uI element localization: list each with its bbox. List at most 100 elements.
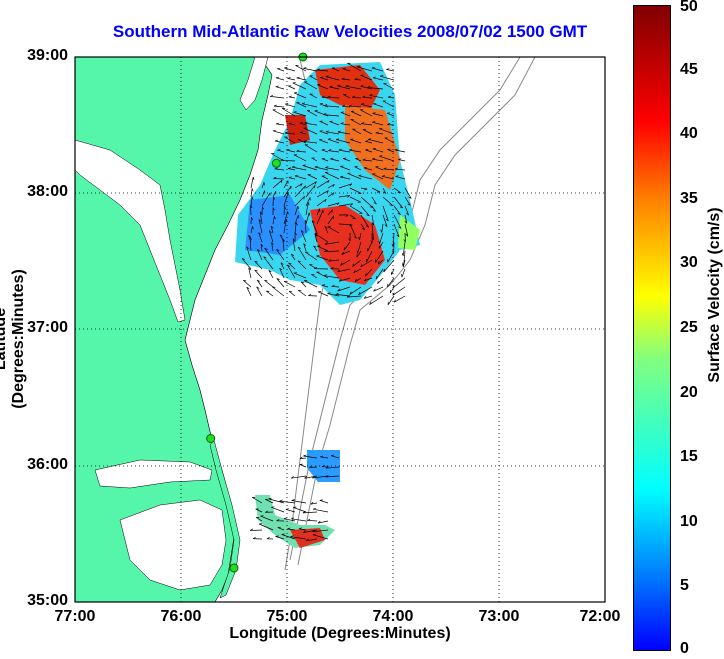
velocity-arrow-head — [345, 214, 349, 217]
velocity-arrow — [319, 139, 329, 144]
velocity-arrow — [327, 183, 335, 189]
velocity-arrow — [300, 281, 307, 288]
velocity-arrow-head — [316, 68, 320, 71]
velocity-arrow-head — [394, 167, 398, 170]
velocity-arrow-head — [248, 235, 251, 238]
radar-station-marker — [229, 563, 239, 573]
y-tick-label: 38:00 — [27, 183, 68, 200]
velocity-arrow — [325, 172, 340, 180]
colorbar-tick-label: 10 — [680, 512, 698, 530]
velocity-arrow — [286, 149, 296, 153]
velocity-arrow-head — [337, 288, 341, 292]
velocity-arrow-head — [399, 206, 403, 209]
velocity-arrow-head — [279, 267, 283, 271]
velocity-arrow — [363, 295, 373, 299]
velocity-arrow — [280, 262, 285, 270]
velocity-arrow — [377, 259, 384, 265]
velocity-arrow — [371, 187, 381, 193]
velocity-arrow — [272, 179, 283, 189]
velocity-arrow — [290, 253, 296, 261]
velocity-arrow — [282, 238, 285, 252]
velocity-arrow-head — [294, 232, 297, 236]
velocity-arrow — [362, 96, 373, 99]
velocity-arrow-head — [362, 158, 366, 161]
velocity-arrow-head — [280, 179, 283, 183]
velocity-arrow-head — [325, 166, 329, 168]
velocity-arrow-head — [256, 286, 260, 289]
velocity-arrow-head — [398, 226, 402, 229]
velocity-arrow-head — [384, 224, 388, 227]
velocity-arrow-head — [371, 66, 375, 69]
velocity-arrow-head — [345, 84, 349, 87]
velocity-arrow — [288, 85, 296, 90]
velocity-arrow-head — [325, 475, 329, 478]
velocity-arrow-head — [271, 506, 275, 508]
velocity-arrow — [321, 175, 329, 180]
velocity-arrow — [382, 196, 393, 206]
velocity-arrow — [271, 506, 285, 513]
velocity-arrow — [336, 139, 351, 144]
velocity-arrow-head — [314, 181, 317, 185]
velocity-arrow-head — [314, 185, 316, 189]
velocity-arrow — [305, 202, 309, 216]
velocity-arrow-head — [365, 140, 369, 142]
velocity-arrow — [304, 220, 307, 234]
velocity-arrow — [256, 249, 263, 261]
velocity-arrow — [349, 205, 363, 214]
velocity-arrow-head — [281, 533, 285, 535]
velocity-arrow-head — [364, 278, 367, 282]
velocity-arrow — [393, 205, 401, 215]
velocity-arrow-head — [302, 164, 306, 166]
velocity-arrow — [255, 517, 263, 522]
velocity-arrow — [261, 192, 271, 207]
velocity-arrow-head — [252, 226, 254, 230]
velocity-arrow — [327, 215, 334, 225]
velocity-arrow-head — [287, 77, 291, 79]
velocity-arrow — [393, 295, 406, 303]
velocity-arrow-head — [308, 212, 311, 216]
velocity-arrow — [274, 168, 285, 171]
velocity-arrow — [352, 128, 362, 135]
velocity-arrow — [243, 280, 252, 288]
velocity-arrow-head — [327, 180, 330, 184]
velocity-arrow-head — [276, 278, 280, 280]
velocity-arrow-head — [269, 230, 272, 233]
velocity-arrow — [316, 190, 329, 198]
velocity-arrow — [292, 238, 296, 252]
velocity-arrow — [404, 223, 409, 237]
velocity-arrow-head — [287, 211, 289, 215]
velocity-arrow-head — [332, 192, 335, 196]
velocity-arrow-head — [291, 499, 295, 501]
velocity-arrow-head — [304, 185, 306, 189]
velocity-arrow — [288, 168, 296, 171]
velocity-arrow — [309, 93, 318, 99]
velocity-arrow — [287, 528, 296, 531]
x-axis-label: Longitude (Degrees:Minutes) — [229, 625, 451, 642]
velocity-arrow — [390, 286, 395, 294]
velocity-arrow-head — [313, 245, 317, 248]
velocity-arrow-head — [349, 291, 352, 295]
velocity-arrow — [392, 286, 406, 296]
y-tick-label: 35:00 — [27, 592, 68, 609]
velocity-arrow — [302, 511, 318, 514]
velocity-arrow-head — [396, 234, 400, 238]
velocity-arrow-head — [288, 122, 292, 125]
velocity-arrow-head — [314, 165, 318, 168]
velocity-arrow-head — [337, 269, 341, 273]
velocity-arrow-head — [251, 196, 254, 200]
velocity-arrow — [364, 277, 373, 282]
velocity-arrow — [256, 279, 263, 288]
velocity-arrow-head — [243, 280, 247, 282]
velocity-arrow — [371, 214, 375, 225]
velocity-arrow — [392, 232, 395, 247]
velocity-arrow — [261, 190, 265, 198]
velocity-arrow — [296, 77, 307, 81]
velocity-arrow-head — [301, 102, 306, 105]
velocity-arrow — [371, 205, 376, 212]
velocity-arrow-head — [364, 188, 368, 191]
velocity-arrow-head — [268, 497, 272, 500]
velocity-arrow — [373, 286, 384, 292]
velocity-arrow — [360, 214, 369, 228]
velocity-arrow — [250, 529, 263, 531]
velocity-arrow — [337, 85, 351, 90]
